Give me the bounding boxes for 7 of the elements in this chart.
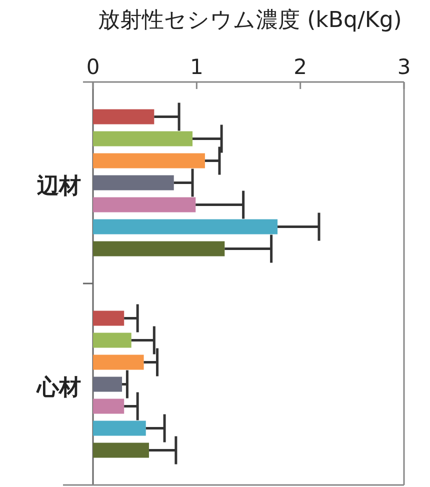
x-tick-label: 1: [190, 55, 204, 79]
x-axis-title: 放射性セシウム濃度 (kBq/Kg): [98, 8, 402, 33]
y-tick-label: 辺材: [36, 174, 81, 199]
x-tick-label: 3: [397, 55, 411, 79]
y-tick-label: 心材: [36, 374, 81, 400]
x-tick-label: 0: [86, 55, 100, 79]
x-tick-label: 2: [294, 55, 308, 79]
